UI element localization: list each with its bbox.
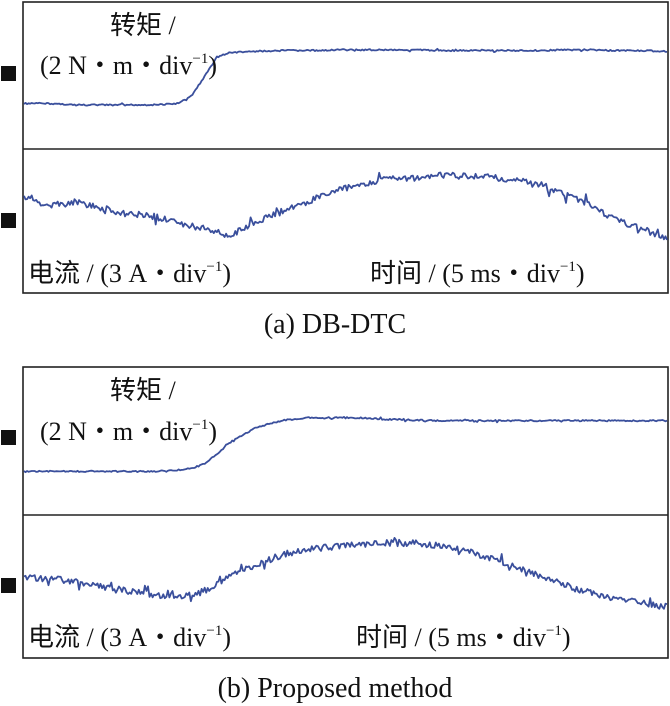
panel-a-caption: (a) DB-DTC (264, 309, 406, 340)
panel-b-current-channel-marker (1, 578, 16, 593)
panel-a: 转矩 / (2 N・m・div−1) 电流 / (3 A・div−1) 时间 /… (1, 1, 669, 294)
panel-a-torque-label-line1: 转矩 / (110, 11, 177, 40)
panel-a-torque-channel-marker (1, 66, 16, 81)
panel-b-caption: (b) Proposed method (218, 673, 453, 704)
panel-b-current-trace (23, 537, 668, 610)
panel-a-frame (22, 1, 669, 294)
panel-a-torque-trace (23, 47, 667, 107)
panel-a-current-channel-marker (1, 213, 16, 228)
panel-a-current-trace (23, 171, 668, 241)
panel-b-time-label: 时间 / (5 ms・div−1) (356, 623, 571, 652)
panel-a-time-label: 时间 / (5 ms・div−1) (370, 259, 585, 288)
panel-a-current-label: 电流 / (3 A・div−1) (28, 259, 231, 288)
panel-b: 转矩 / (2 N・m・div−1) 电流 / (3 A・div−1) 时间 /… (1, 366, 669, 659)
panel-b-torque-label-line1: 转矩 / (110, 376, 177, 405)
panel-b-torque-trace (23, 416, 668, 474)
panel-b-torque-label-line2: (2 N・m・div−1) (40, 417, 217, 446)
panel-a-torque-label-line2: (2 N・m・div−1) (40, 51, 217, 80)
panel-b-current-label: 电流 / (3 A・div−1) (28, 623, 231, 652)
panel-b-torque-channel-marker (1, 430, 16, 445)
panel-b-frame (22, 366, 669, 659)
